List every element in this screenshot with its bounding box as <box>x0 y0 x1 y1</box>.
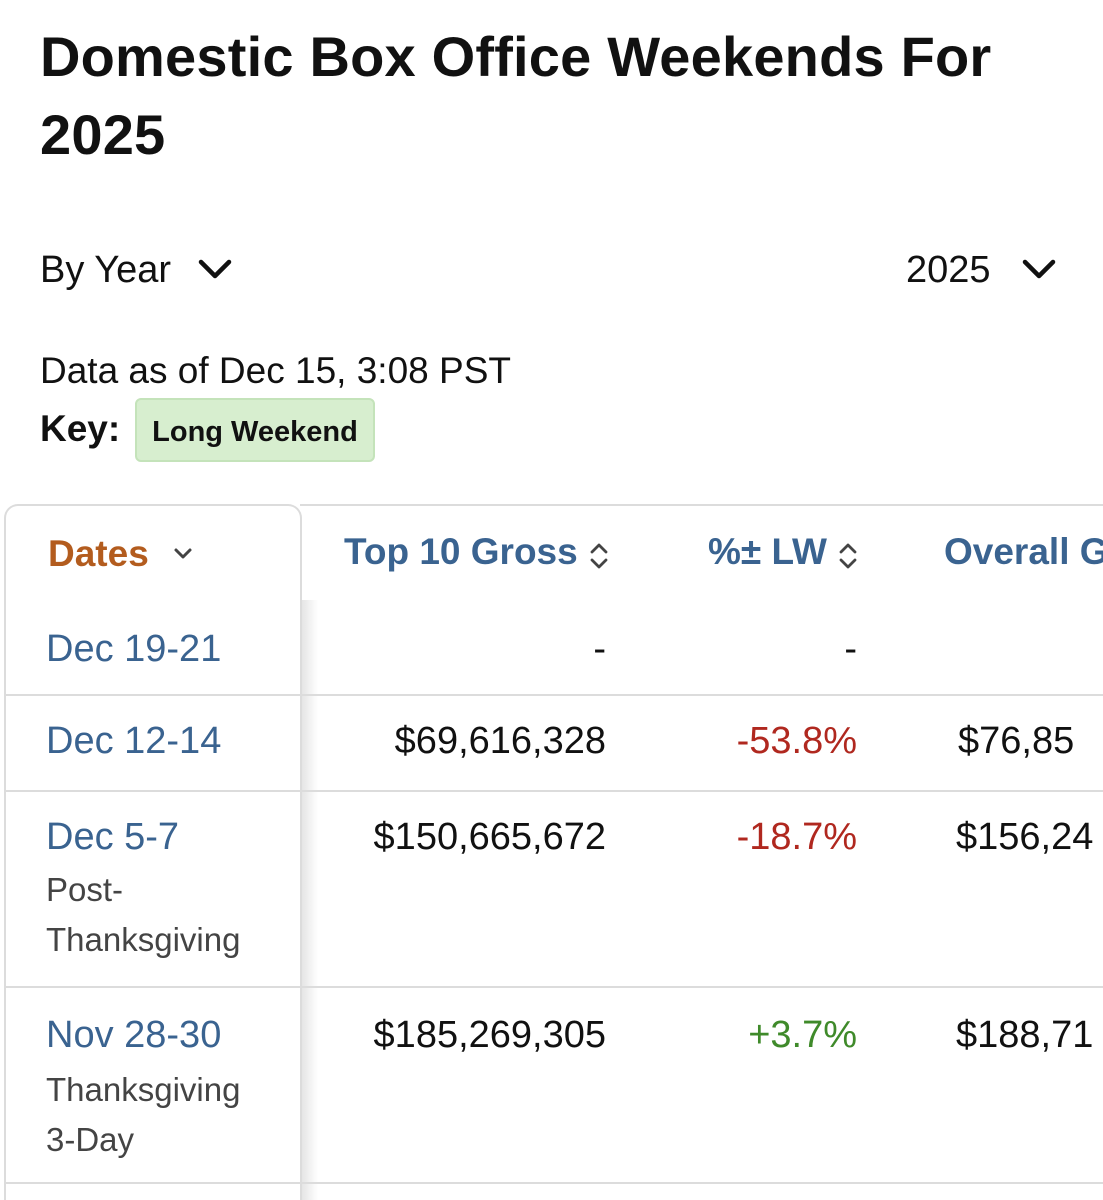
row-date-link[interactable]: Dec 19-21 <box>46 628 222 670</box>
column-header-dates[interactable]: Dates <box>4 504 302 600</box>
row-pct-lw: +3.7% <box>748 1014 857 1056</box>
row-divider <box>4 1182 1103 1184</box>
data-as-of-text: Data as of Dec 15, 3:08 PST <box>40 350 511 391</box>
table-row: Dec 19-21 - - <box>0 600 1103 696</box>
period-select[interactable]: By Year <box>40 244 233 296</box>
row-pct-lw: -53.8% <box>736 720 857 762</box>
column-header-overall[interactable]: Overall G <box>944 528 1103 576</box>
row-pct-lw: - <box>844 628 857 670</box>
key-label: Key: <box>40 408 121 449</box>
period-select-label: By Year <box>40 249 171 291</box>
header-top-divider <box>300 504 1103 506</box>
row-date-note: 3-Day <box>46 1121 135 1158</box>
year-select-label: 2025 <box>906 249 991 291</box>
chevron-down-icon <box>172 546 194 567</box>
sort-icon <box>837 536 859 584</box>
column-header-gross-label: Top 10 Gross <box>344 531 578 572</box>
table-row: Nov 28-30 Thanksgiving 3-Day $185,269,30… <box>0 988 1103 1184</box>
column-header-pct-lw-label: %± LW <box>708 531 827 572</box>
long-weekend-badge: Long Weekend <box>135 398 375 462</box>
row-overall: $188,71 <box>956 1014 1094 1056</box>
row-date-link[interactable]: Nov 28-30 <box>46 1014 222 1056</box>
column-header-overall-label: Overall G <box>944 531 1103 572</box>
table-row: Dec 12-14 $69,616,328 -53.8% $76,85 <box>0 696 1103 792</box>
page-title: Domestic Box Office Weekends For 2025 <box>40 25 992 166</box>
column-header-gross[interactable]: Top 10 Gross <box>344 528 610 584</box>
row-date-note: Thanksgiving <box>46 1071 241 1108</box>
row-divider <box>4 694 1103 696</box>
row-date-note: Thanksgiving <box>46 921 241 958</box>
row-date-note: Post- <box>46 871 124 908</box>
table-row: Dec 5-7 Post- Thanksgiving $150,665,672 … <box>0 792 1103 988</box>
row-overall: $76,85 <box>958 720 1075 762</box>
row-gross: - <box>593 628 606 670</box>
row-date-link[interactable]: Dec 5-7 <box>46 816 180 858</box>
row-gross: $150,665,672 <box>373 816 606 858</box>
row-gross: $185,269,305 <box>373 1014 606 1056</box>
weekends-table: Dates Top 10 Gross %± LW Overall G Dec 1… <box>0 504 1103 1200</box>
row-overall: $156,24 <box>956 816 1094 858</box>
sticky-column-shadow <box>302 600 318 1200</box>
year-select[interactable]: 2025 <box>906 244 1057 296</box>
column-header-pct-lw[interactable]: %± LW <box>708 528 859 584</box>
column-header-dates-label: Dates <box>48 533 149 574</box>
row-gross: $69,616,328 <box>394 720 606 762</box>
row-pct-lw: -18.7% <box>736 816 857 858</box>
chevron-down-icon <box>1021 244 1057 296</box>
sort-icon <box>588 536 610 584</box>
dates-column-frame <box>4 600 302 1200</box>
row-date-link[interactable]: Dec 12-14 <box>46 720 222 762</box>
row-divider <box>4 790 1103 792</box>
chevron-down-icon <box>197 244 233 296</box>
row-divider <box>4 986 1103 988</box>
